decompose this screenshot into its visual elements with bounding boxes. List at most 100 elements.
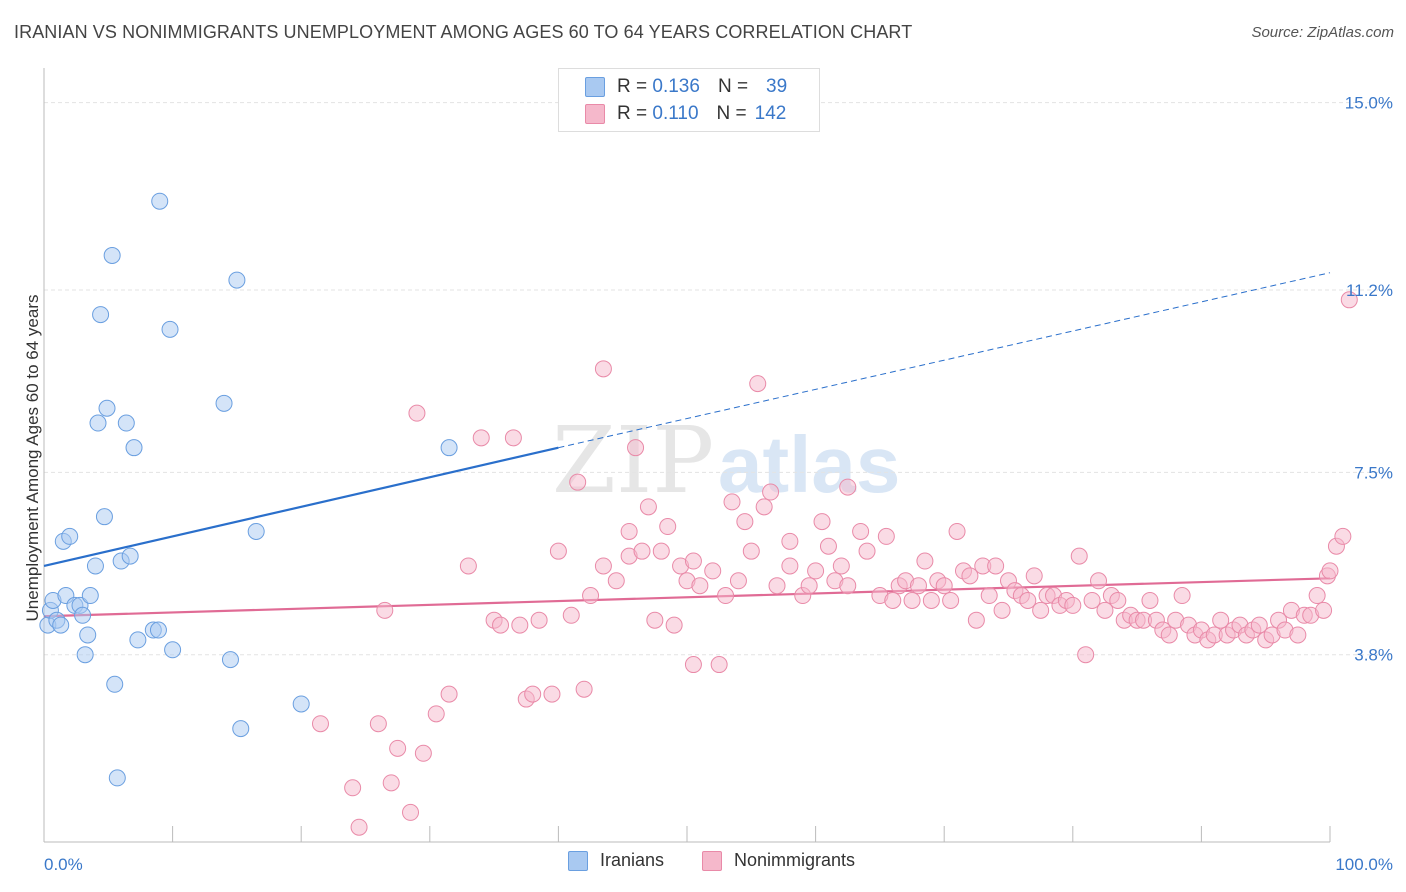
data-point-iranians: [86, 557, 104, 575]
bottom-legend-iranians: Iranians: [568, 850, 664, 871]
data-point-nonimmigrants: [659, 518, 677, 536]
tick-labels: 3.8% 7.5% 11.2% 15.0% 0.0% 100.0%: [44, 94, 1393, 874]
data-point-nonimmigrants: [993, 601, 1011, 619]
data-point-nonimmigrants: [382, 774, 400, 792]
data-point-nonimmigrants: [935, 577, 953, 595]
data-point-nonimmigrants: [1019, 591, 1037, 609]
data-point-iranians: [106, 675, 124, 693]
legend-r-value: 0.110: [652, 103, 699, 124]
bottom-legend-label-nonimmigrants: Nonimmigrants: [734, 850, 856, 870]
trend-line-iranians: [43, 446, 559, 568]
data-point-nonimmigrants: [781, 532, 799, 550]
data-point-iranians: [81, 587, 99, 605]
data-point-nonimmigrants: [922, 591, 940, 609]
data-point-nonimmigrants: [832, 557, 850, 575]
bottom-legend-swatch-iranians: [568, 850, 588, 871]
trend-line-iranians-extension: [558, 272, 1331, 449]
data-point-iranians: [221, 651, 239, 669]
data-point-nonimmigrants: [549, 542, 567, 560]
data-point-nonimmigrants: [492, 616, 510, 634]
legend-row-iranians: R = 0.136 N = 39: [585, 75, 787, 99]
data-point-nonimmigrants: [627, 439, 645, 457]
data-point-iranians: [215, 394, 233, 412]
bottom-legend: Iranians Nonimmigrants: [0, 850, 1406, 878]
data-point-nonimmigrants: [1141, 591, 1159, 609]
data-point-nonimmigrants: [440, 685, 458, 703]
data-point-nonimmigrants: [742, 542, 760, 560]
data-point-iranians: [121, 547, 139, 565]
data-point-nonimmigrants: [1173, 587, 1191, 605]
data-point-nonimmigrants: [369, 715, 387, 733]
data-point-nonimmigrants: [942, 591, 960, 609]
data-point-nonimmigrants: [344, 779, 362, 797]
data-point-nonimmigrants: [1212, 611, 1230, 629]
legend-r-label: R =: [617, 103, 648, 124]
watermark-zip: ZIP: [552, 407, 714, 514]
axes: [43, 68, 1331, 843]
data-point-iranians: [117, 414, 135, 432]
data-point-nonimmigrants: [311, 715, 329, 733]
data-point-nonimmigrants: [1315, 601, 1333, 619]
data-point-nonimmigrants: [736, 513, 754, 531]
data-point-nonimmigrants: [530, 611, 548, 629]
data-point-nonimmigrants: [389, 739, 407, 757]
y-axis-label: Unemployment Among Ages 60 to 64 years: [23, 295, 42, 622]
data-point-nonimmigrants: [909, 577, 927, 595]
data-point-nonimmigrants: [1083, 591, 1101, 609]
data-point-iranians: [79, 626, 97, 644]
data-point-nonimmigrants: [852, 522, 870, 540]
data-point-iranians: [108, 769, 126, 787]
data-point-nonimmigrants: [710, 656, 728, 674]
data-point-iranians: [103, 246, 121, 264]
legend-r-value: 0.136: [652, 76, 700, 97]
data-point-nonimmigrants: [582, 587, 600, 605]
data-point-nonimmigrants: [408, 404, 426, 422]
legend-n-value: 142: [754, 103, 787, 124]
data-point-nonimmigrants: [800, 577, 818, 595]
data-point-nonimmigrants: [903, 591, 921, 609]
data-point-nonimmigrants: [1289, 626, 1307, 644]
legend-n-label: N =: [717, 76, 749, 97]
legend-r-label: R =: [617, 76, 648, 97]
data-point-iranians: [164, 641, 182, 659]
x-tick-label: 100.0%: [1335, 855, 1393, 874]
data-point-nonimmigrants: [1334, 527, 1352, 545]
data-point-nonimmigrants: [980, 587, 998, 605]
data-point-nonimmigrants: [524, 685, 542, 703]
watermark: ZIP atlas: [552, 407, 900, 514]
data-point-iranians: [95, 508, 113, 526]
data-point-nonimmigrants: [607, 572, 625, 590]
bottom-legend-nonimmigrants: Nonimmigrants: [702, 850, 855, 871]
data-point-nonimmigrants: [1321, 562, 1339, 580]
data-point-nonimmigrants: [1096, 601, 1114, 619]
data-point-nonimmigrants: [1340, 291, 1358, 309]
data-point-nonimmigrants: [967, 611, 985, 629]
data-point-nonimmigrants: [704, 562, 722, 580]
data-point-nonimmigrants: [948, 522, 966, 540]
data-point-nonimmigrants: [511, 616, 529, 634]
data-point-nonimmigrants: [987, 557, 1005, 575]
data-point-nonimmigrants: [781, 557, 799, 575]
data-point-nonimmigrants: [459, 557, 477, 575]
bottom-legend-label-iranians: Iranians: [600, 850, 665, 870]
data-point-nonimmigrants: [813, 513, 831, 531]
y-tick-label: 11.2%: [1346, 281, 1393, 300]
data-point-nonimmigrants: [768, 577, 786, 595]
data-point-nonimmigrants: [620, 522, 638, 540]
data-points: [39, 192, 1358, 836]
data-point-nonimmigrants: [402, 803, 420, 821]
data-point-nonimmigrants: [414, 744, 432, 762]
legend-n-label: N =: [716, 103, 747, 124]
data-point-nonimmigrants: [350, 818, 368, 836]
data-point-iranians: [74, 606, 92, 624]
data-point-nonimmigrants: [684, 552, 702, 570]
data-point-iranians: [129, 631, 147, 649]
data-point-nonimmigrants: [427, 705, 445, 723]
data-point-nonimmigrants: [472, 429, 490, 447]
data-point-nonimmigrants: [1064, 596, 1082, 614]
data-point-nonimmigrants: [723, 493, 741, 511]
data-point-iranians: [52, 616, 70, 634]
watermark-atlas: atlas: [718, 420, 900, 509]
trend-line-nonimmigrants: [43, 577, 1331, 618]
data-point-nonimmigrants: [543, 685, 561, 703]
